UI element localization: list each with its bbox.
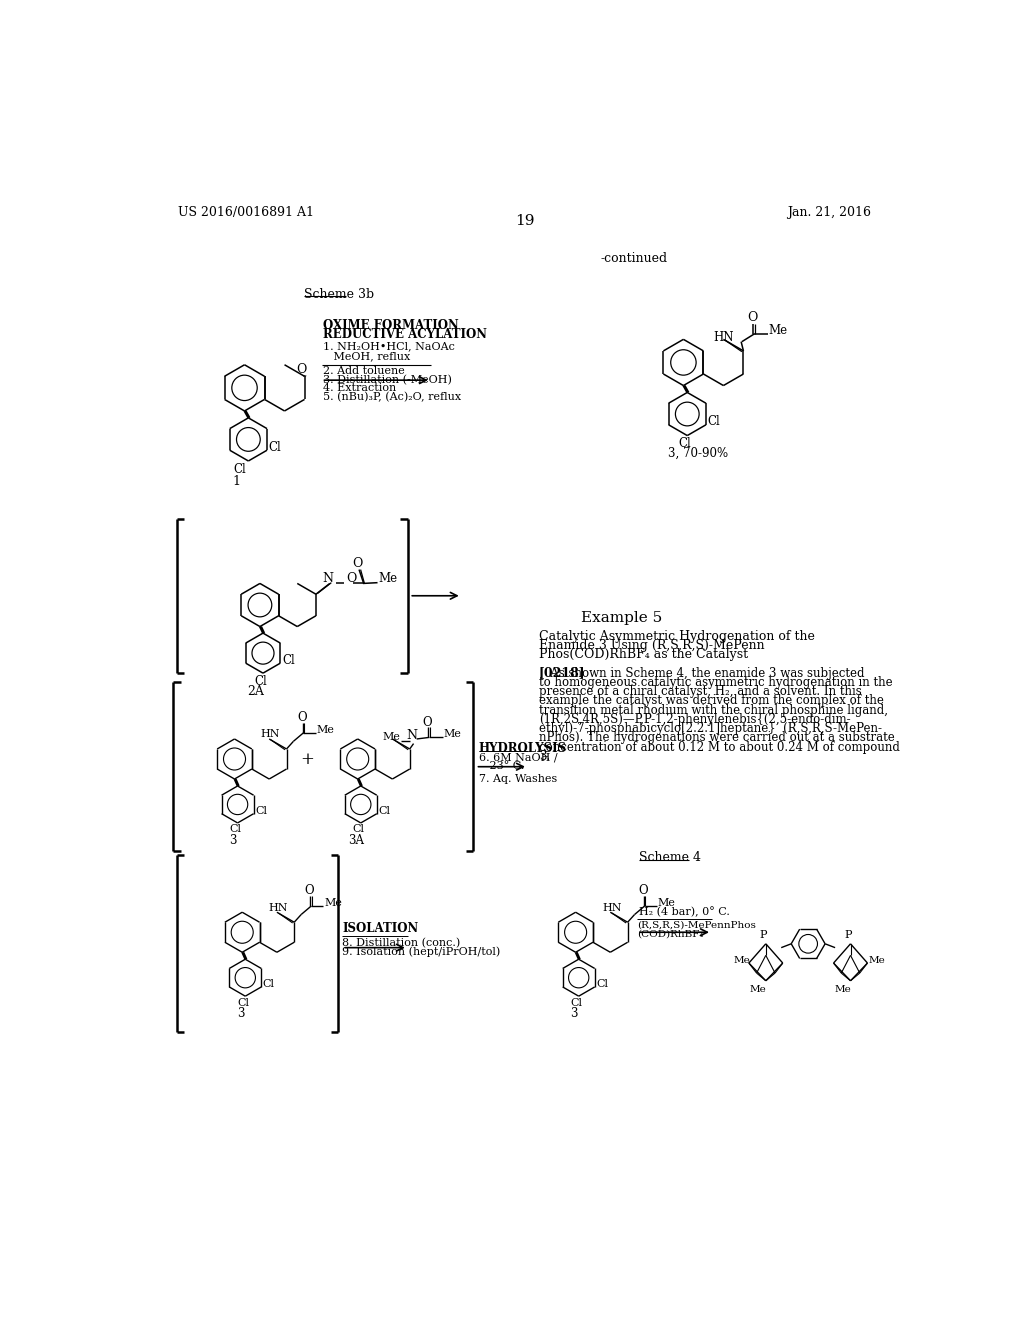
Text: Cl: Cl bbox=[233, 462, 247, 475]
Text: Cl: Cl bbox=[268, 441, 282, 454]
Text: Cl: Cl bbox=[237, 998, 249, 1007]
Text: 5. (nBu)₃P, (Ac)₂O, reflux: 5. (nBu)₃P, (Ac)₂O, reflux bbox=[323, 392, 461, 403]
Text: 3, 70-90%: 3, 70-90% bbox=[668, 447, 728, 461]
Text: O: O bbox=[297, 711, 307, 723]
Text: O: O bbox=[748, 312, 758, 325]
Text: +: + bbox=[301, 751, 314, 767]
Text: Cl: Cl bbox=[596, 979, 608, 989]
Text: concentration of about 0.12 M to about 0.24 M of compound: concentration of about 0.12 M to about 0… bbox=[539, 741, 899, 754]
Text: 4. Extraction: 4. Extraction bbox=[323, 383, 396, 393]
Text: 3. Distillation (-MeOH): 3. Distillation (-MeOH) bbox=[323, 375, 452, 385]
Text: Me: Me bbox=[325, 898, 342, 908]
Text: P: P bbox=[760, 929, 767, 940]
Text: Cl: Cl bbox=[282, 653, 295, 667]
Text: 3.: 3. bbox=[539, 750, 550, 763]
Text: HN: HN bbox=[268, 903, 288, 912]
Text: Phos(COD)RhBF₄ as the Catalyst: Phos(COD)RhBF₄ as the Catalyst bbox=[539, 648, 748, 661]
Text: HYDROLYSIS: HYDROLYSIS bbox=[478, 742, 566, 755]
Text: O: O bbox=[296, 363, 306, 376]
Text: 2. Add toluene: 2. Add toluene bbox=[323, 367, 404, 376]
Text: Scheme 3b: Scheme 3b bbox=[304, 288, 374, 301]
Text: Cl: Cl bbox=[570, 998, 583, 1007]
Text: (R,S,R,S)-MePennPhos: (R,S,R,S)-MePennPhos bbox=[637, 921, 756, 929]
Text: Me: Me bbox=[657, 898, 676, 908]
Text: 2A: 2A bbox=[247, 685, 264, 698]
Text: N: N bbox=[323, 573, 334, 585]
Text: HN: HN bbox=[602, 903, 622, 912]
Text: 1: 1 bbox=[232, 475, 241, 488]
Text: 3: 3 bbox=[237, 1007, 245, 1020]
Text: 6. 6M NaOH /: 6. 6M NaOH / bbox=[478, 752, 557, 763]
Text: transition metal rhodium with the chiral phosphine ligand,: transition metal rhodium with the chiral… bbox=[539, 704, 888, 717]
Text: N: N bbox=[407, 729, 418, 742]
Text: Me: Me bbox=[750, 985, 767, 994]
Text: 23° C.: 23° C. bbox=[478, 762, 524, 771]
Text: example the catalyst was derived from the complex of the: example the catalyst was derived from th… bbox=[539, 694, 884, 708]
Text: Cl: Cl bbox=[263, 979, 274, 989]
Text: HN: HN bbox=[261, 730, 281, 739]
Text: Cl: Cl bbox=[254, 675, 267, 688]
Text: US 2016/0016891 A1: US 2016/0016891 A1 bbox=[178, 206, 314, 219]
Text: 3: 3 bbox=[229, 834, 237, 846]
Text: Me: Me bbox=[733, 956, 751, 965]
Text: O: O bbox=[423, 715, 432, 729]
Text: 8. Distillation (conc.): 8. Distillation (conc.) bbox=[342, 937, 461, 948]
Text: Cl: Cl bbox=[708, 416, 720, 428]
Text: Cl: Cl bbox=[255, 805, 267, 816]
Text: Jan. 21, 2016: Jan. 21, 2016 bbox=[787, 206, 871, 219]
Text: (COD)RhBF₄: (COD)RhBF₄ bbox=[637, 929, 703, 939]
Text: nPhos). The hydrogenations were carried out at a substrate: nPhos). The hydrogenations were carried … bbox=[539, 731, 894, 744]
Text: Me: Me bbox=[316, 725, 335, 735]
Text: 3A: 3A bbox=[348, 834, 365, 846]
Text: P: P bbox=[845, 929, 852, 940]
Text: Cl: Cl bbox=[378, 805, 390, 816]
Text: ISOLATION: ISOLATION bbox=[342, 923, 419, 936]
Text: HN: HN bbox=[714, 330, 734, 343]
Text: Me: Me bbox=[869, 956, 886, 965]
Text: 9. Isolation (hept/iPrOH/tol): 9. Isolation (hept/iPrOH/tol) bbox=[342, 946, 501, 957]
Text: to homogeneous catalytic asymmetric hydrogenation in the: to homogeneous catalytic asymmetric hydr… bbox=[539, 676, 892, 689]
Text: O: O bbox=[352, 557, 362, 570]
Text: O: O bbox=[347, 573, 357, 585]
Text: 19: 19 bbox=[515, 214, 535, 228]
Text: O: O bbox=[305, 884, 314, 898]
Text: H₂ (4 bar), 0° C.: H₂ (4 bar), 0° C. bbox=[639, 907, 730, 917]
Text: Me: Me bbox=[383, 733, 400, 742]
Text: 3: 3 bbox=[570, 1007, 578, 1020]
Text: Enamide 3 Using (R,S,R,S)-MePenn: Enamide 3 Using (R,S,R,S)-MePenn bbox=[539, 639, 764, 652]
Text: 1. NH₂OH•HCl, NaOAc: 1. NH₂OH•HCl, NaOAc bbox=[323, 342, 455, 351]
Text: Example 5: Example 5 bbox=[582, 611, 663, 626]
Text: Cl: Cl bbox=[352, 825, 365, 834]
Text: Catalytic Asymmetric Hydrogenation of the: Catalytic Asymmetric Hydrogenation of th… bbox=[539, 630, 814, 643]
Text: Cl: Cl bbox=[679, 437, 691, 450]
Text: OXIME FORMATION: OXIME FORMATION bbox=[323, 318, 459, 331]
Text: ethyl)-7-phosphabicyclo[2.2.1]heptane}  (R,S,R,S-MePen-: ethyl)-7-phosphabicyclo[2.2.1]heptane} (… bbox=[539, 722, 882, 735]
Text: MeOH, reflux: MeOH, reflux bbox=[323, 351, 411, 360]
Text: Scheme 4: Scheme 4 bbox=[639, 851, 700, 865]
Text: presence of a chiral catalyst, H₂, and a solvent. In this: presence of a chiral catalyst, H₂, and a… bbox=[539, 685, 861, 698]
Text: Cl: Cl bbox=[229, 825, 242, 834]
Text: 7. Aq. Washes: 7. Aq. Washes bbox=[478, 775, 557, 784]
Text: Me: Me bbox=[769, 325, 788, 338]
Text: (1R,2S,4R,5S)—P,P-1,2-phenylenebis{(2,5-endo-dim-: (1R,2S,4R,5S)—P,P-1,2-phenylenebis{(2,5-… bbox=[539, 713, 850, 726]
Text: [0218]: [0218] bbox=[539, 667, 586, 680]
Text: O: O bbox=[638, 884, 648, 898]
Text: Me: Me bbox=[443, 730, 462, 739]
Text: REDUCTIVE ACYLATION: REDUCTIVE ACYLATION bbox=[323, 327, 487, 341]
Text: Me: Me bbox=[835, 985, 851, 994]
Text: -continued: -continued bbox=[600, 252, 668, 265]
Text: Me: Me bbox=[378, 573, 397, 585]
Text: As shown in Scheme 4, the enamide 3 was subjected: As shown in Scheme 4, the enamide 3 was … bbox=[539, 667, 864, 680]
